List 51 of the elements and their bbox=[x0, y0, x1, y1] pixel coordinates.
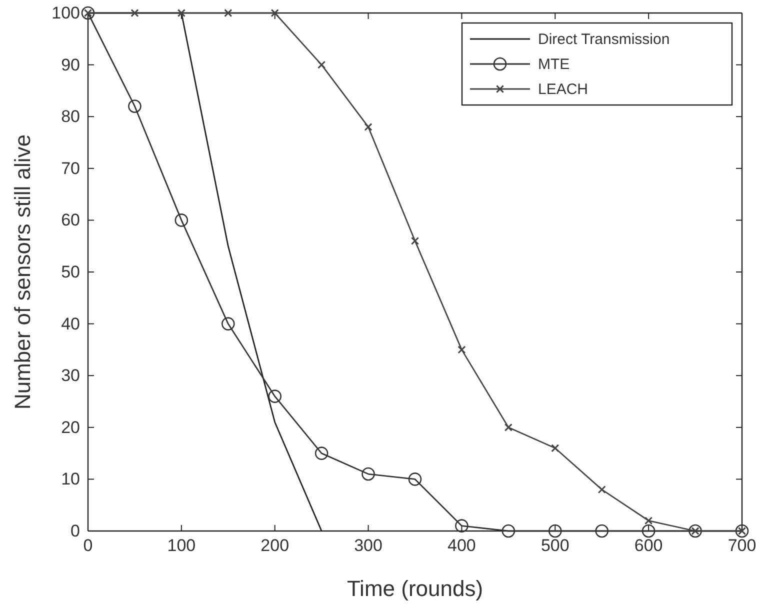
x-tick-label: 500 bbox=[540, 536, 570, 556]
y-tick-label: 10 bbox=[61, 470, 80, 489]
x-tick-label: 600 bbox=[634, 536, 663, 556]
point bbox=[644, 516, 653, 525]
legend-label: Direct Transmission bbox=[538, 31, 670, 48]
point bbox=[224, 8, 232, 18]
point bbox=[130, 8, 139, 18]
point bbox=[455, 519, 468, 532]
x-axis-title: Time (rounds) bbox=[346, 576, 484, 601]
x-tick-label: 300 bbox=[354, 536, 382, 556]
point bbox=[128, 100, 142, 113]
y-tick-label: 40 bbox=[61, 314, 80, 334]
point bbox=[362, 467, 375, 481]
point bbox=[595, 524, 609, 538]
point bbox=[598, 486, 606, 494]
point bbox=[270, 8, 279, 18]
x-tick-label: 400 bbox=[448, 536, 476, 556]
point bbox=[410, 236, 420, 245]
y-tick-label: 100 bbox=[52, 3, 80, 22]
point bbox=[504, 423, 512, 432]
x-tick-label: 700 bbox=[728, 536, 756, 556]
y-tick-label: 90 bbox=[61, 55, 80, 74]
point bbox=[318, 60, 326, 69]
point bbox=[458, 346, 466, 354]
point bbox=[688, 524, 702, 538]
point bbox=[314, 446, 328, 460]
y-tick-label: 60 bbox=[61, 210, 80, 230]
legend-label: LEACH bbox=[538, 81, 588, 98]
y-tick-label: 70 bbox=[61, 158, 80, 178]
point bbox=[551, 444, 560, 452]
point bbox=[364, 122, 372, 131]
point bbox=[408, 472, 422, 486]
point bbox=[81, 6, 95, 20]
y-tick-label: 20 bbox=[61, 418, 80, 437]
point bbox=[642, 524, 656, 538]
point bbox=[177, 8, 186, 18]
y-tick-label: 0 bbox=[70, 521, 80, 540]
legend-label: MTE bbox=[538, 56, 570, 73]
y-axis-title: Number of sensors still alive bbox=[10, 134, 35, 410]
point bbox=[502, 524, 516, 538]
y-tick-label: 80 bbox=[61, 107, 80, 126]
y-tick-label: 50 bbox=[61, 262, 80, 282]
point bbox=[548, 524, 562, 538]
point bbox=[221, 317, 235, 330]
point bbox=[174, 214, 188, 227]
x-tick-label: 200 bbox=[260, 536, 290, 556]
x-tick-label: 100 bbox=[167, 536, 196, 556]
point bbox=[268, 390, 282, 403]
y-tick-label: 30 bbox=[61, 366, 80, 386]
point bbox=[735, 524, 749, 538]
x-tick-label: 0 bbox=[83, 536, 93, 556]
